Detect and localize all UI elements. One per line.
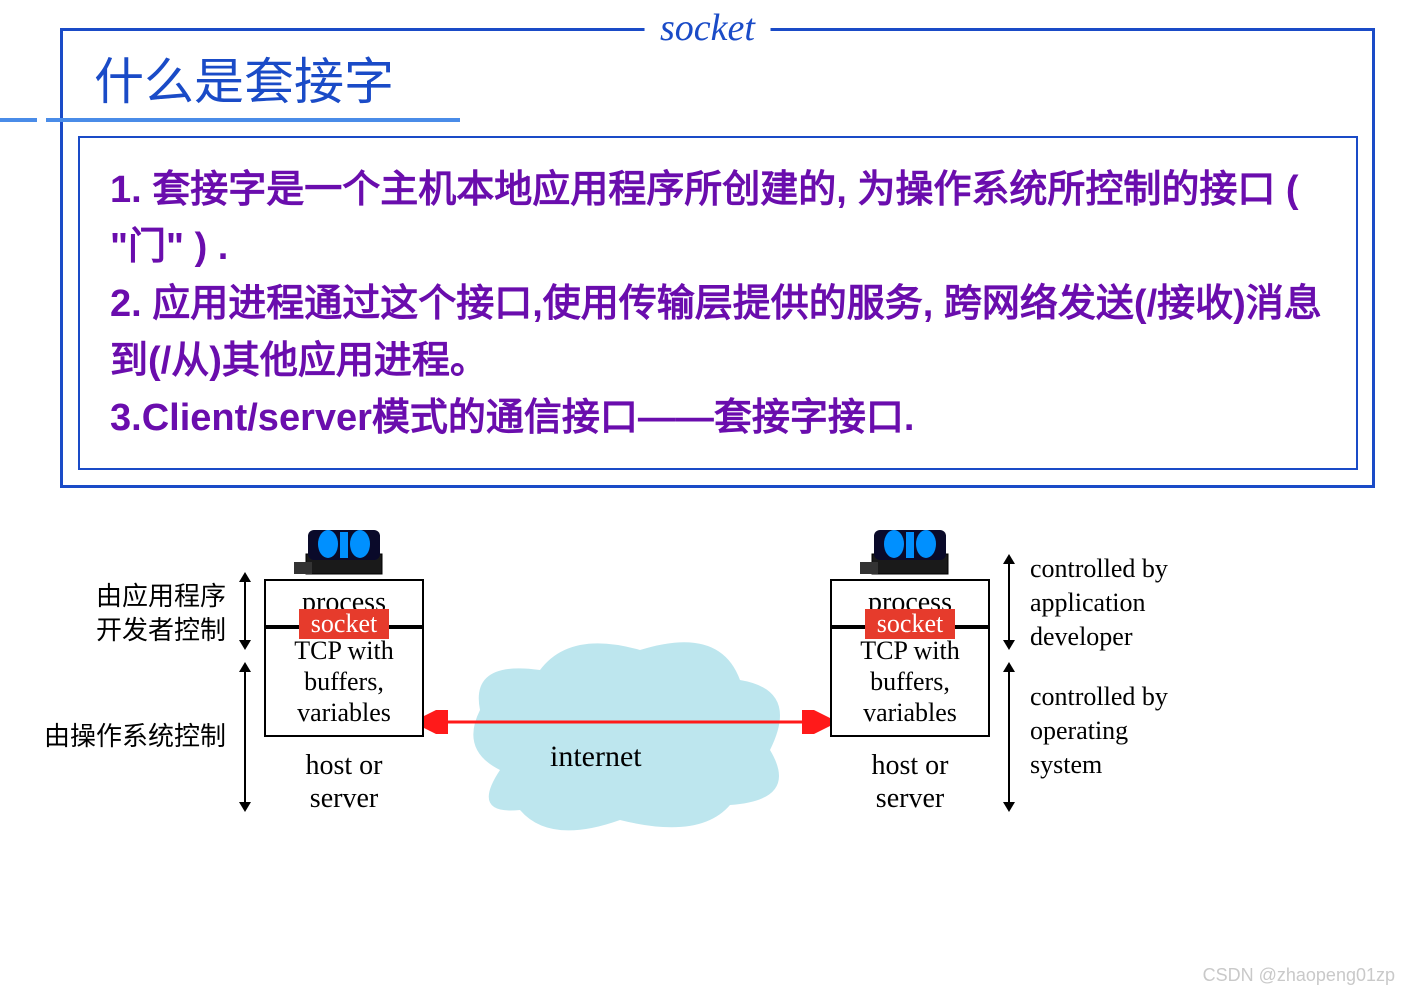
- tcp-box-right: TCP with buffers, variables: [830, 627, 990, 737]
- watermark: CSDN @zhaopeng01zp: [1203, 965, 1395, 986]
- host-stack-right: process socket TCP with buffers, variabl…: [830, 520, 990, 816]
- label-right-dev: controlled by application developer: [1030, 552, 1168, 653]
- computer-icon: [284, 520, 404, 580]
- content-para-2: 2. 应用进程通过这个接口,使用传输层提供的服务, 跨网络发送(/接收)消息到(…: [110, 276, 1326, 390]
- label-right-os: controlled by operating system: [1030, 680, 1168, 781]
- content-para-3: 3.Client/server模式的通信接口——套接字接口.: [110, 390, 1326, 447]
- internet-label: internet: [550, 740, 642, 774]
- v-arrow-left-dev: [236, 572, 254, 650]
- v-arrow-left-os: [236, 662, 254, 812]
- socket-badge-left: socket: [299, 609, 389, 639]
- top-label-socket: socket: [644, 6, 771, 50]
- content-box: 1. 套接字是一个主机本地应用程序所创建的, 为操作系统所控制的接口 ( "门"…: [78, 136, 1358, 470]
- slide-title: 什么是套接字: [94, 42, 394, 114]
- socket-badge-right: socket: [865, 609, 955, 639]
- host-label-left: host or server: [264, 749, 424, 816]
- internet-cloud-shape: [440, 630, 800, 840]
- computer-icon: [850, 520, 970, 580]
- connection-arrow: [410, 710, 840, 734]
- content-para-1: 1. 套接字是一个主机本地应用程序所创建的, 为操作系统所控制的接口 ( "门"…: [110, 162, 1326, 276]
- v-arrow-right-os: [1000, 662, 1018, 812]
- title-underline: [0, 118, 460, 122]
- label-left-os: 由操作系统控制: [12, 720, 226, 754]
- host-stack-left: process socket TCP with buffers, variabl…: [264, 520, 424, 816]
- socket-diagram: internet process socket TCP with buffers…: [0, 520, 1415, 950]
- host-label-right: host or server: [830, 749, 990, 816]
- v-arrow-right-dev: [1000, 554, 1018, 650]
- tcp-box-left: TCP with buffers, variables: [264, 627, 424, 737]
- label-left-dev: 由应用程序 开发者控制: [36, 580, 226, 648]
